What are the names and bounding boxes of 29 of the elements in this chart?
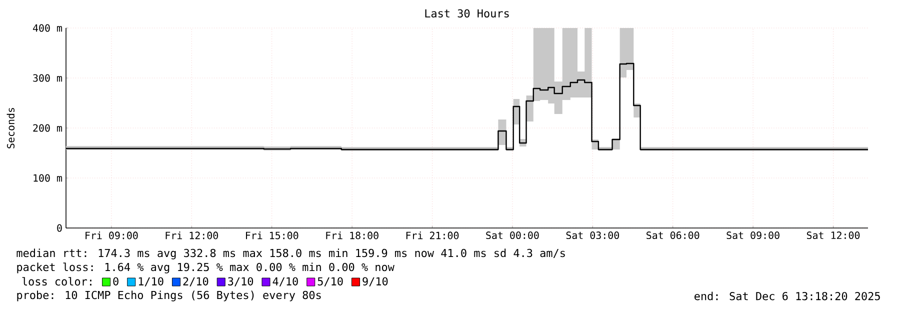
x-tick-label: Sat 06:00 xyxy=(646,232,700,240)
legend-label: 9/10 xyxy=(362,277,388,286)
legend-label: 1/10 xyxy=(138,277,164,286)
text: packet loss: 1.64 % avg 19.25 % max 0.00 % min 0.00 % now xyxy=(17,262,394,274)
text: probe: 10 ICMP Echo Pings (56 Bytes) every 80s xyxy=(17,290,321,302)
y-tick-label: 200 m xyxy=(33,124,62,132)
text: end: Sat Dec 6 13:18:20 2025 xyxy=(694,292,880,300)
y-axis-title: Seconds xyxy=(6,108,15,148)
x-tick-label: Fri 21:00 xyxy=(406,232,459,240)
legend-label: 5/10 xyxy=(318,277,343,286)
legend-label: 4/10 xyxy=(272,277,298,286)
x-tick-label: Sat 09:00 xyxy=(726,232,780,240)
x-tick-label: Fri 15:00 xyxy=(246,232,298,240)
x-tick-label: Sat 12:00 xyxy=(806,232,860,240)
legend-title: loss color: xyxy=(22,277,92,286)
chart-title: Last 30 Hours xyxy=(425,9,509,18)
x-tick-label: Sat 03:00 xyxy=(566,232,619,240)
x-tick-label: Sat 00:00 xyxy=(486,232,539,240)
y-tick-label: 300 m xyxy=(33,74,62,82)
legend-label: 2/10 xyxy=(183,277,208,286)
y-tick-label: 100 m xyxy=(34,174,62,182)
x-tick-label: Fri 18:00 xyxy=(326,232,378,240)
x-tick-label: Fri 12:00 xyxy=(166,232,218,240)
legend-label: 0 xyxy=(113,277,118,286)
x-tick-label: Fri 09:00 xyxy=(86,232,138,240)
legend-label: 3/10 xyxy=(228,277,254,286)
y-tick-label: 400 m xyxy=(32,24,62,32)
text: median rtt: 174.3 ms avg 332.8 ms max 158.0 ms min 159.9 ms now 41.0 ms sd 4.3 am/s xyxy=(16,248,565,260)
y-tick-label: 0 xyxy=(57,224,62,232)
